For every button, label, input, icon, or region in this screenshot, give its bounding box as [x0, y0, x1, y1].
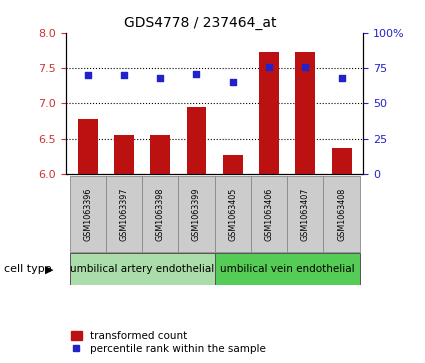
Text: GSM1063405: GSM1063405 — [228, 187, 237, 241]
Text: GDS4778 / 237464_at: GDS4778 / 237464_at — [124, 16, 276, 30]
Bar — [259, 53, 279, 174]
Bar — [223, 155, 243, 174]
Bar — [114, 135, 134, 174]
Text: GSM1063408: GSM1063408 — [337, 188, 346, 241]
Text: umbilical vein endothelial: umbilical vein endothelial — [220, 264, 354, 274]
Legend: transformed count, percentile rank within the sample: transformed count, percentile rank withi… — [71, 331, 266, 354]
Bar — [215, 176, 251, 252]
Text: GSM1063396: GSM1063396 — [83, 187, 92, 241]
Bar — [187, 107, 207, 174]
Bar — [142, 176, 178, 252]
Bar — [70, 253, 215, 285]
Bar — [287, 176, 323, 252]
Bar — [150, 135, 170, 174]
Text: GSM1063397: GSM1063397 — [119, 187, 128, 241]
Bar — [215, 253, 360, 285]
Bar — [178, 176, 215, 252]
Bar — [295, 53, 315, 174]
Text: GSM1063406: GSM1063406 — [264, 188, 274, 241]
Point — [302, 64, 309, 70]
Bar — [106, 176, 142, 252]
Text: GSM1063407: GSM1063407 — [301, 187, 310, 241]
Bar — [323, 176, 360, 252]
Bar — [332, 148, 351, 174]
Bar — [251, 176, 287, 252]
Text: ▶: ▶ — [45, 264, 53, 274]
Point — [121, 72, 128, 78]
Text: cell type: cell type — [4, 264, 52, 274]
Text: GSM1063399: GSM1063399 — [192, 187, 201, 241]
Text: umbilical artery endothelial: umbilical artery endothelial — [70, 264, 214, 274]
Point — [266, 64, 272, 70]
Text: GSM1063398: GSM1063398 — [156, 187, 165, 241]
Bar — [70, 176, 106, 252]
Point — [157, 75, 164, 81]
Bar — [78, 119, 98, 174]
Point — [84, 72, 91, 78]
Point — [193, 71, 200, 77]
Point — [230, 79, 236, 85]
Point — [338, 75, 345, 81]
